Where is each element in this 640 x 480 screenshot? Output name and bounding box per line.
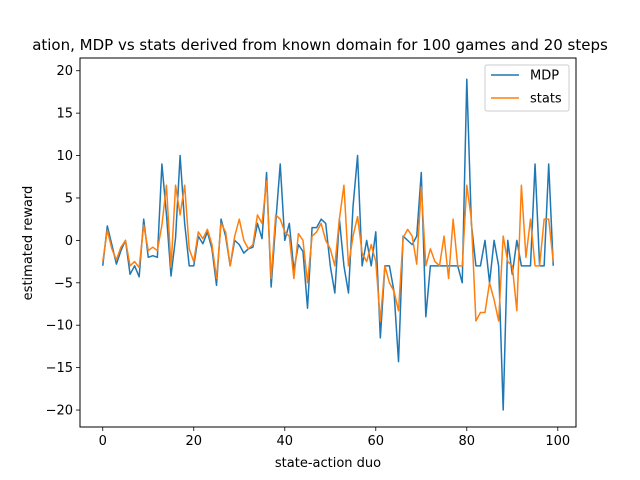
x-tick-label: 80 [459, 434, 476, 449]
chart-title: ation, MDP vs stats derived from known d… [32, 36, 608, 54]
y-tick-label: 15 [56, 107, 73, 122]
x-tick-label: 100 [545, 434, 570, 449]
legend-box [484, 64, 570, 112]
legend-label-stats: stats [530, 92, 562, 107]
x-tick-label: 40 [276, 434, 293, 449]
legend-label-mdp: MDP [530, 69, 559, 84]
plot-frame [79, 57, 577, 428]
x-tick-label: 20 [185, 434, 202, 449]
x-tick-label: 0 [99, 434, 107, 449]
y-tick-label: 0 [65, 234, 73, 249]
ticks-layer: 0 20 40 60 80 100 −20 −15 −10 −5 0 5 10 15 20 [46, 64, 571, 449]
x-axis-label: state-action duo [275, 456, 381, 471]
series-line-stats [102, 180, 554, 322]
y-tick-label: −10 [46, 319, 73, 334]
y-tick-label: 20 [56, 64, 73, 79]
y-tick-label: 5 [65, 191, 73, 206]
series-layer [102, 78, 554, 411]
y-tick-label: −20 [46, 404, 73, 419]
y-tick-label: −15 [46, 361, 73, 376]
y-tick-label: −5 [54, 276, 73, 291]
x-tick-label: 60 [368, 434, 385, 449]
legend: MDP stats [484, 64, 570, 112]
y-tick-label: 10 [56, 149, 73, 164]
y-axis-label: estimated reward [21, 186, 36, 301]
